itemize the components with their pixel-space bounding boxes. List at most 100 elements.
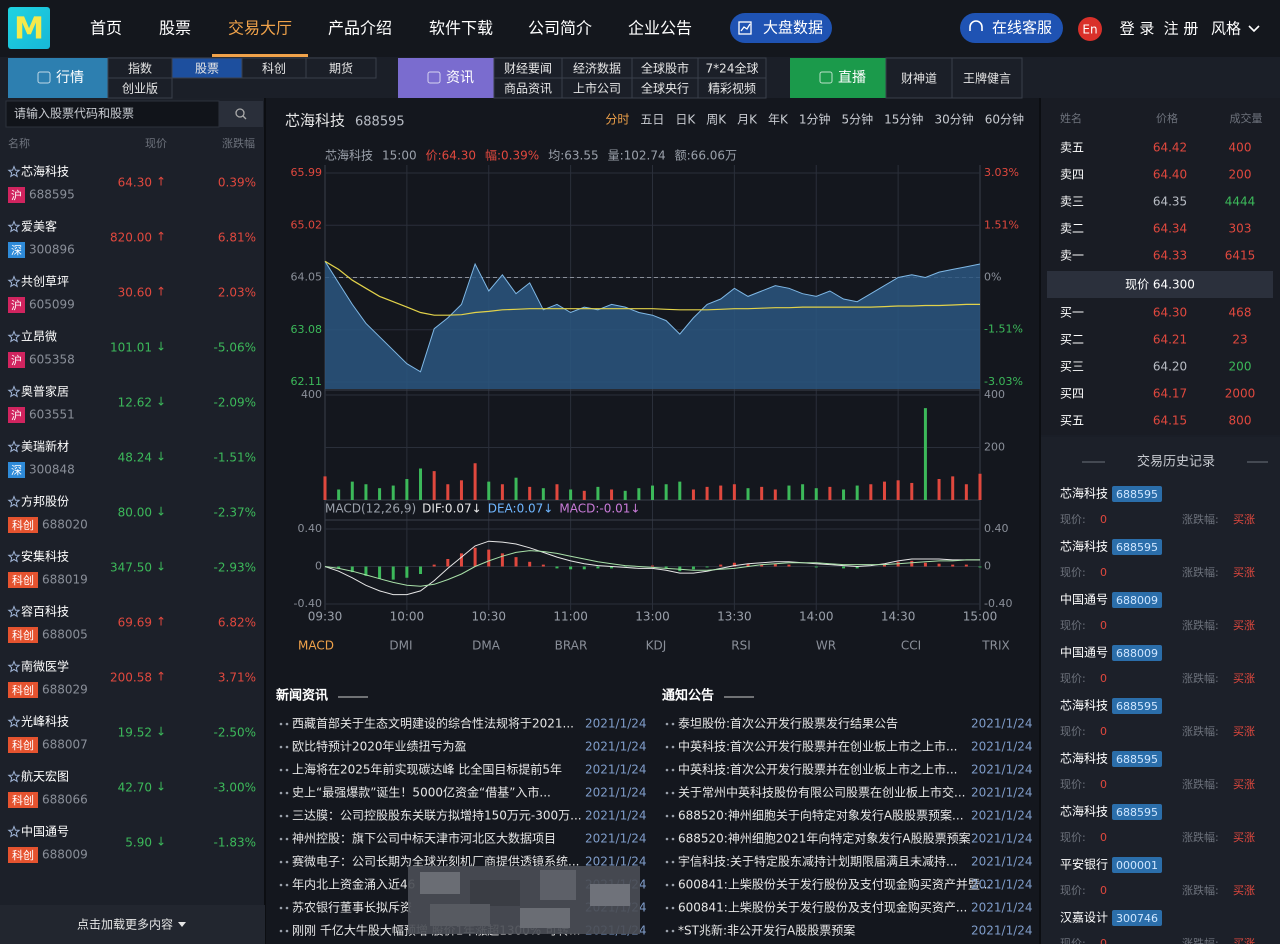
indicator-tab[interactable]: KDJ (646, 639, 667, 653)
indicator-tab[interactable]: BRAR (555, 639, 588, 653)
style-menu[interactable]: 风格 (1211, 20, 1241, 38)
favorite-star[interactable] (7, 715, 21, 728)
nav-link[interactable]: 股票 (159, 19, 191, 38)
news-title[interactable]: 泰坦股份:首次公开发行股票发行结果公告 (678, 716, 898, 731)
nav-link[interactable]: 首页 (90, 19, 122, 38)
market-button-text[interactable]: 大盘数据 (763, 19, 823, 37)
news-title[interactable]: 三达膜：公司控股股东关联方拟增持150万元-300万... (292, 808, 582, 823)
service-button[interactable] (960, 13, 1063, 43)
news-title[interactable]: 宇信科技:关于特定股东减持计划期限届满且未减持... (678, 854, 958, 869)
news-title[interactable]: 欧比特预计2020年业绩扭亏为盈 (292, 739, 467, 754)
subnav-item[interactable]: 7*24全球 (706, 61, 759, 76)
favorite-star[interactable] (7, 385, 21, 398)
period-tab[interactable]: 1分钟 (799, 112, 831, 127)
search-button[interactable] (219, 101, 263, 127)
news-title[interactable]: 688520:神州细胞关于向特定对象发行A股股票预案... (678, 808, 964, 823)
news-title[interactable]: 苏农银行董事长拟斥资 (292, 901, 412, 915)
period-tab[interactable]: 5分钟 (842, 112, 874, 127)
subnav-item[interactable]: 财经要闻 (504, 62, 552, 76)
nav-link[interactable]: 交易大厅 (228, 19, 292, 38)
favorite-star[interactable] (7, 550, 21, 563)
subnav-block[interactable] (8, 58, 108, 98)
indicator-tab[interactable]: TRIX (981, 639, 1009, 653)
stock-name[interactable]: 美瑞新材 (21, 439, 69, 454)
stock-name[interactable]: 容百科技 (21, 604, 69, 619)
period-tab[interactable]: 五日 (640, 113, 664, 127)
subnav-block[interactable] (790, 58, 886, 98)
news-title[interactable]: 上海将在2025年前实现碳达峰 比全国目标提前5年 (292, 762, 562, 777)
favorite-star[interactable] (7, 165, 21, 178)
period-tab[interactable]: 60分钟 (985, 112, 1024, 127)
subnav-item[interactable]: 创业版 (122, 82, 158, 96)
favorite-star[interactable] (7, 770, 21, 783)
nav-link[interactable]: 产品介绍 (328, 19, 392, 38)
news-title[interactable]: 西藏首部关于生态文明建设的综合性法规将于2021... (292, 716, 574, 731)
stock-name[interactable]: 爱美客 (21, 219, 57, 234)
news-title[interactable]: *ST兆新:非公开发行A股股票预案 (678, 923, 855, 938)
news-title[interactable]: 600841:上柴股份关于发行股份及支付现金购买资产并暨... (678, 877, 991, 892)
subnav-item[interactable]: 上市公司 (573, 81, 621, 96)
stock-name[interactable]: 南微医学 (21, 659, 69, 674)
period-tab[interactable]: 30分钟 (934, 112, 973, 127)
subnav-item[interactable]: 科创 (262, 62, 286, 76)
period-tab[interactable]: 日K (675, 113, 696, 127)
search-input[interactable] (5, 100, 220, 128)
stock-name[interactable]: 芯海科技 (21, 164, 69, 179)
news-title[interactable]: 关于常州中英科技股份有限公司股票在创业板上市交... (678, 785, 965, 800)
period-tab[interactable]: 15分钟 (884, 112, 923, 127)
stock-name[interactable]: 航天宏图 (21, 769, 69, 784)
period-tab[interactable]: 周K (706, 113, 727, 127)
period-tab[interactable]: 分时 (605, 113, 629, 127)
favorite-star[interactable] (7, 330, 21, 343)
indicator-tab[interactable]: DMA (472, 639, 501, 653)
login-link[interactable]: 登 录 (1120, 20, 1155, 38)
news-title[interactable]: 688520:神州细胞2021年向特定对象发行A股股票预案 (678, 831, 971, 846)
news-title[interactable]: 史上“最强爆款”诞生！5000亿资金“借基”入市... (292, 785, 551, 800)
load-more[interactable]: 点击加载更多内容 (77, 917, 173, 932)
subnav-item[interactable]: 经济数据 (573, 61, 621, 76)
indicator-tab[interactable]: RSI (731, 639, 751, 653)
news-title[interactable]: 神州控股：旗下公司中标天津市河北区大数据项目 (292, 831, 556, 846)
nav-link[interactable]: 公司简介 (528, 19, 592, 38)
news-title[interactable]: 赛微电子：公司长期为全球光刻机厂商提供透镜系统... (292, 854, 579, 869)
subnav-block[interactable] (398, 58, 494, 98)
subnav-item[interactable]: 全球股市 (641, 61, 689, 76)
market-button[interactable] (730, 13, 832, 43)
period-tab[interactable]: 年K (768, 113, 789, 127)
indicator-tab[interactable]: CCI (901, 639, 921, 653)
subnav-item[interactable]: 王牌健言 (963, 72, 1011, 86)
register-link[interactable]: 注 册 (1164, 20, 1199, 38)
stock-name[interactable]: 光峰科技 (21, 715, 69, 729)
subnav-item[interactable]: 全球央行 (641, 81, 689, 96)
favorite-star[interactable] (7, 220, 21, 233)
favorite-star[interactable] (7, 495, 21, 508)
stock-name[interactable]: 安集科技 (21, 549, 69, 564)
indicator-tab[interactable]: DMI (389, 639, 412, 653)
nav-link[interactable]: 软件下载 (429, 19, 493, 38)
news-title[interactable]: 中英科技:首次公开发行股票并在创业板上市之上市... (678, 739, 958, 754)
subnav-item[interactable]: 股票 (195, 62, 219, 76)
subnav-item[interactable]: 商品资讯 (504, 81, 552, 96)
favorite-star[interactable] (7, 825, 21, 838)
favorite-star[interactable] (7, 660, 21, 673)
news-title[interactable]: 600841:上柴股份关于发行股份及支付现金购买资产... (678, 900, 967, 915)
subnav-item[interactable]: 财神道 (901, 72, 937, 86)
nav-link[interactable]: 企业公告 (628, 19, 692, 38)
favorite-star[interactable] (7, 275, 21, 288)
subnav-item[interactable]: 期货 (329, 61, 353, 76)
subnav-title[interactable]: 资讯 (446, 70, 474, 86)
stock-name[interactable]: 奥普家居 (21, 384, 69, 399)
subnav-item[interactable]: 指数 (128, 61, 152, 76)
favorite-star[interactable] (7, 440, 21, 453)
stock-name[interactable]: 共创草坪 (21, 275, 69, 289)
subnav-item[interactable]: 精彩视频 (708, 81, 756, 96)
news-title[interactable]: 年内北上资金涌入近46 (292, 877, 415, 892)
stock-name[interactable]: 立昂微 (21, 329, 57, 344)
stock-name[interactable]: 方邦股份 (21, 494, 69, 509)
stock-name[interactable]: 中国通号 (21, 824, 69, 839)
period-tab[interactable]: 月K (737, 113, 758, 127)
indicator-tab[interactable]: WR (816, 639, 836, 653)
service-button-text[interactable]: 在线客服 (992, 19, 1052, 37)
subnav-title[interactable]: 行情 (56, 70, 84, 86)
load-more-bar[interactable] (0, 905, 265, 944)
